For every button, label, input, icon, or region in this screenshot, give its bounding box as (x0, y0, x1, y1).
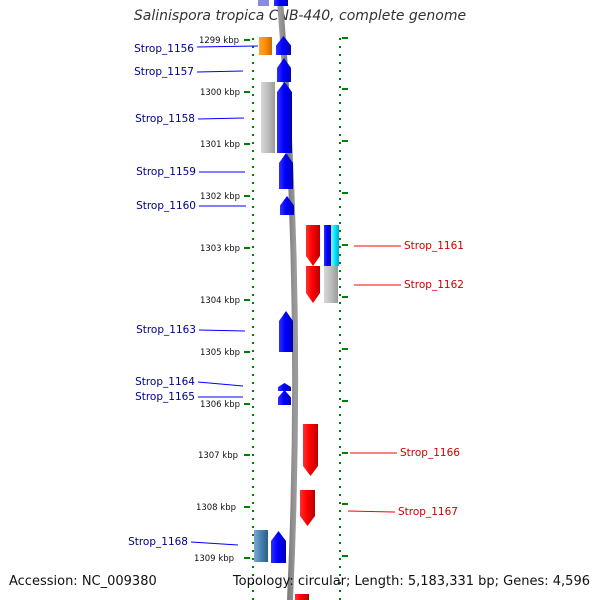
kbp-label: 1300 kbp (200, 88, 240, 98)
accession-text: Accession: NC_009380 (9, 574, 157, 589)
blue-feature-strop-1161 (324, 225, 331, 266)
grey-feature-strop-1162 (324, 266, 338, 303)
kbp-label: 1306 kbp (200, 400, 240, 410)
kbp-label: 1308 kbp (196, 503, 236, 513)
gene-callouts: Strop_1156 Strop_1157 Strop_1158 Strop_1159… (128, 43, 464, 548)
gene-arrow-strop-1165 (278, 390, 291, 405)
offscreen-gene-bottom (295, 594, 309, 600)
callout-line (197, 117, 245, 120)
gene-label-strop-1163[interactable]: Strop_1163 (136, 324, 196, 336)
callout-line (347, 510, 396, 513)
gene-label-strop-1164[interactable]: Strop_1164 (135, 376, 195, 388)
gene-label-strop-1158[interactable]: Strop_1158 (135, 113, 195, 125)
scale-labels: 1299 kbp 1300 kbp 1301 kbp 1302 kbp 1303 kbp… (194, 36, 240, 564)
gene-label-strop-1167[interactable]: Strop_1167 (398, 506, 458, 518)
gene-arrow-strop-1163 (279, 311, 293, 352)
offscreen-gene-top (258, 0, 288, 6)
callout-line (196, 70, 244, 73)
gene-arrow-strop-1160 (280, 196, 294, 215)
topology-text: Topology: circular; Length: 5,183,331 bp… (232, 574, 590, 589)
callout-line (190, 541, 239, 546)
gene-arrow-strop-1164 (278, 383, 291, 391)
gene-arrow-strop-1157 (277, 58, 291, 82)
callout-line (197, 381, 244, 387)
gene-label-strop-1166[interactable]: Strop_1166 (400, 447, 460, 459)
gene-arrow-strop-1162 (306, 266, 320, 303)
callout-line (196, 45, 259, 48)
steelblue-feature-strop-1168 (254, 530, 268, 562)
kbp-label: 1309 kbp (194, 554, 234, 564)
scale-tracks (252, 38, 341, 600)
gene-label-strop-1159[interactable]: Strop_1159 (136, 166, 196, 178)
gene-arrow-strop-1166 (303, 424, 318, 476)
gene-arrow-strop-1158 (277, 82, 292, 153)
kbp-label: 1304 kbp (200, 296, 240, 306)
gene-arrow-strop-1159 (279, 153, 293, 189)
kbp-label: 1307 kbp (198, 451, 238, 461)
callout-line (198, 329, 246, 332)
kbp-label: 1301 kbp (200, 140, 240, 150)
map-title: Salinispora tropica CNB-440, complete ge… (133, 8, 467, 24)
gene-label-strop-1156[interactable]: Strop_1156 (134, 43, 194, 55)
gene-label-strop-1162[interactable]: Strop_1162 (404, 279, 464, 291)
gene-label-strop-1160[interactable]: Strop_1160 (136, 200, 196, 212)
gene-label-strop-1157[interactable]: Strop_1157 (134, 66, 194, 78)
cyan-feature-strop-1161 (331, 225, 339, 266)
kbp-label: 1303 kbp (200, 244, 240, 254)
gene-arrow-strop-1161 (306, 225, 320, 266)
gene-arrow-strop-1156 (276, 36, 291, 55)
gene-arrow-strop-1168 (271, 531, 286, 563)
kbp-label: 1299 kbp (199, 36, 239, 46)
gene-arrow-strop-1167 (300, 490, 315, 526)
gene-label-strop-1161[interactable]: Strop_1161 (404, 240, 464, 252)
orange-feature-strop-1156 (259, 37, 272, 55)
scale-ticks (244, 37, 348, 559)
grey-feature-strop-1158 (261, 82, 275, 153)
kbp-label: 1302 kbp (200, 192, 240, 202)
kbp-label: 1305 kbp (200, 348, 240, 358)
gene-features (254, 36, 339, 563)
gene-label-strop-1168[interactable]: Strop_1168 (128, 536, 188, 548)
gene-label-strop-1165[interactable]: Strop_1165 (135, 391, 195, 403)
